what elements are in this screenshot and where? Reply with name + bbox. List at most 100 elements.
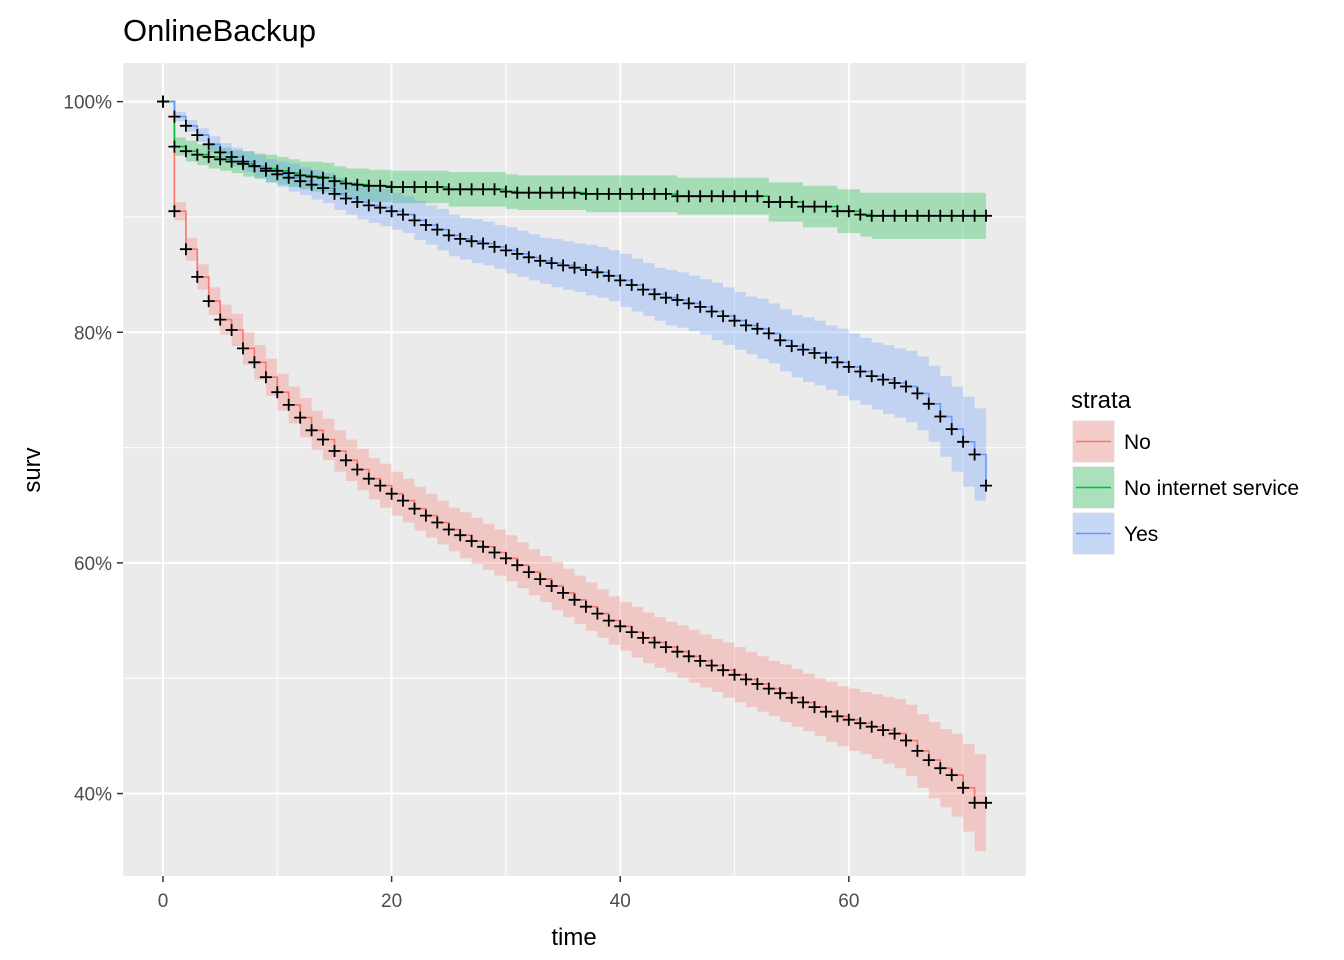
censor-mark-no bbox=[591, 607, 604, 620]
censor-mark-yes bbox=[579, 264, 592, 276]
censor-mark-no bbox=[705, 659, 718, 672]
censor-mark-no-internet-service bbox=[842, 205, 855, 218]
censor-mark-no-internet-service bbox=[351, 178, 364, 191]
censor-mark-no-internet-service bbox=[602, 187, 615, 200]
censor-mark-no-internet-service bbox=[477, 183, 490, 196]
censor-mark-no bbox=[339, 454, 352, 467]
censor-mark-no bbox=[328, 445, 341, 457]
censor-mark-no-internet-service bbox=[511, 186, 524, 199]
censor-mark-no-internet-service bbox=[179, 145, 192, 158]
censor-mark-no bbox=[957, 781, 970, 794]
censor-mark-yes bbox=[728, 314, 741, 327]
censor-mark-yes bbox=[271, 168, 284, 181]
censor-mark-yes bbox=[317, 182, 329, 195]
censor-mark-yes bbox=[568, 261, 581, 274]
censor-mark-no-internet-service bbox=[522, 186, 535, 199]
censor-mark-no-internet-service bbox=[659, 187, 672, 200]
censor-mark-no bbox=[225, 324, 238, 336]
censor-mark-yes bbox=[282, 171, 295, 184]
censor-mark-yes bbox=[431, 223, 444, 236]
censor-mark-no bbox=[362, 472, 375, 485]
censor-mark-no bbox=[488, 546, 501, 559]
censor-mark-yes bbox=[214, 146, 227, 159]
censor-mark-yes bbox=[237, 155, 249, 168]
censor-mark-no-internet-service bbox=[579, 187, 592, 200]
chart-title: OnlineBackup bbox=[123, 13, 316, 48]
censor-mark-yes bbox=[511, 247, 524, 260]
legend: strata No No internet service Yes bbox=[1071, 387, 1299, 555]
x-tick-label: 0 bbox=[158, 891, 169, 912]
censor-mark-yes bbox=[637, 283, 650, 296]
censor-mark-no-internet-service bbox=[534, 186, 547, 199]
censor-mark-no-internet-service bbox=[317, 171, 329, 184]
censor-mark-yes bbox=[168, 110, 181, 123]
censor-mark-yes bbox=[248, 160, 261, 173]
censor-mark-no-internet-service bbox=[717, 190, 730, 203]
censor-mark-no-internet-service bbox=[431, 181, 444, 193]
x-axis-ticks: 0 20 40 60 bbox=[158, 876, 859, 912]
censor-mark-yes bbox=[259, 164, 272, 177]
censor-mark-no-internet-service bbox=[831, 205, 844, 218]
censor-mark-no bbox=[968, 796, 981, 809]
censor-mark-no-internet-service bbox=[339, 177, 352, 190]
censor-mark-no bbox=[762, 682, 775, 695]
censor-mark-yes bbox=[397, 208, 409, 221]
censor-mark-no bbox=[659, 641, 672, 654]
censor-mark-yes bbox=[785, 340, 798, 353]
censor-mark-no bbox=[397, 494, 409, 507]
censor-mark-no-internet-service bbox=[648, 187, 661, 200]
censor-mark-no bbox=[214, 313, 227, 326]
censor-mark-yes bbox=[591, 266, 604, 279]
legend-label-no: No bbox=[1124, 431, 1151, 454]
censor-mark-no bbox=[888, 727, 901, 740]
censor-mark-no bbox=[648, 636, 661, 649]
legend-title: strata bbox=[1071, 387, 1132, 414]
censor-mark-yes bbox=[865, 370, 878, 383]
censor-mark-yes bbox=[968, 448, 981, 461]
censor-mark-no bbox=[922, 754, 935, 767]
censor-mark-yes bbox=[294, 175, 307, 188]
censor-mark-no-internet-service bbox=[397, 181, 409, 193]
censor-mark-no-internet-service bbox=[957, 209, 970, 222]
censor-mark-no-internet-service bbox=[820, 200, 832, 213]
censor-mark-no bbox=[717, 664, 730, 677]
censor-mark-no-internet-service bbox=[591, 187, 604, 200]
censor-mark-no-internet-service bbox=[694, 190, 707, 203]
censor-mark-yes bbox=[499, 244, 512, 257]
censor-mark-no bbox=[557, 586, 570, 599]
censor-mark-yes bbox=[545, 257, 558, 270]
censor-mark-no-internet-service bbox=[557, 186, 570, 199]
censor-mark-yes bbox=[614, 274, 627, 287]
censor-mark-no-internet-service bbox=[854, 208, 867, 221]
censor-mark-no-internet-service bbox=[408, 181, 421, 193]
censor-mark-yes bbox=[980, 479, 992, 492]
censor-mark-yes bbox=[877, 373, 890, 386]
y-tick-label: 40% bbox=[74, 785, 112, 806]
censor-mark-no-internet-service bbox=[740, 190, 752, 203]
censor-mark-no bbox=[385, 487, 398, 500]
censor-mark-yes bbox=[922, 397, 935, 410]
censor-mark-no-internet-service bbox=[671, 190, 684, 203]
censor-mark-no-internet-service bbox=[385, 181, 398, 193]
censor-mark-yes bbox=[419, 219, 432, 231]
censor-mark-yes bbox=[157, 95, 169, 108]
censor-mark-no bbox=[534, 573, 547, 586]
censor-mark-yes bbox=[751, 322, 764, 335]
x-tick-label: 20 bbox=[381, 891, 402, 912]
censor-mark-no bbox=[900, 734, 912, 747]
censor-mark-yes bbox=[408, 214, 421, 227]
censor-mark-no-internet-service bbox=[191, 148, 204, 161]
censor-mark-no bbox=[865, 720, 878, 733]
censor-mark-yes bbox=[957, 435, 970, 448]
censor-mark-yes bbox=[328, 187, 341, 200]
x-tick-label: 60 bbox=[838, 891, 859, 912]
censor-mark-yes bbox=[797, 343, 810, 356]
censor-mark-no bbox=[579, 600, 592, 613]
censor-mark-yes bbox=[488, 240, 501, 253]
y-tick-label: 60% bbox=[74, 554, 112, 575]
censor-mark-no-internet-service bbox=[705, 190, 718, 203]
censor-mark-no bbox=[568, 593, 581, 606]
censor-mark-yes bbox=[808, 347, 821, 359]
censor-mark-yes bbox=[534, 254, 547, 267]
censor-mark-no-internet-service bbox=[785, 196, 798, 208]
